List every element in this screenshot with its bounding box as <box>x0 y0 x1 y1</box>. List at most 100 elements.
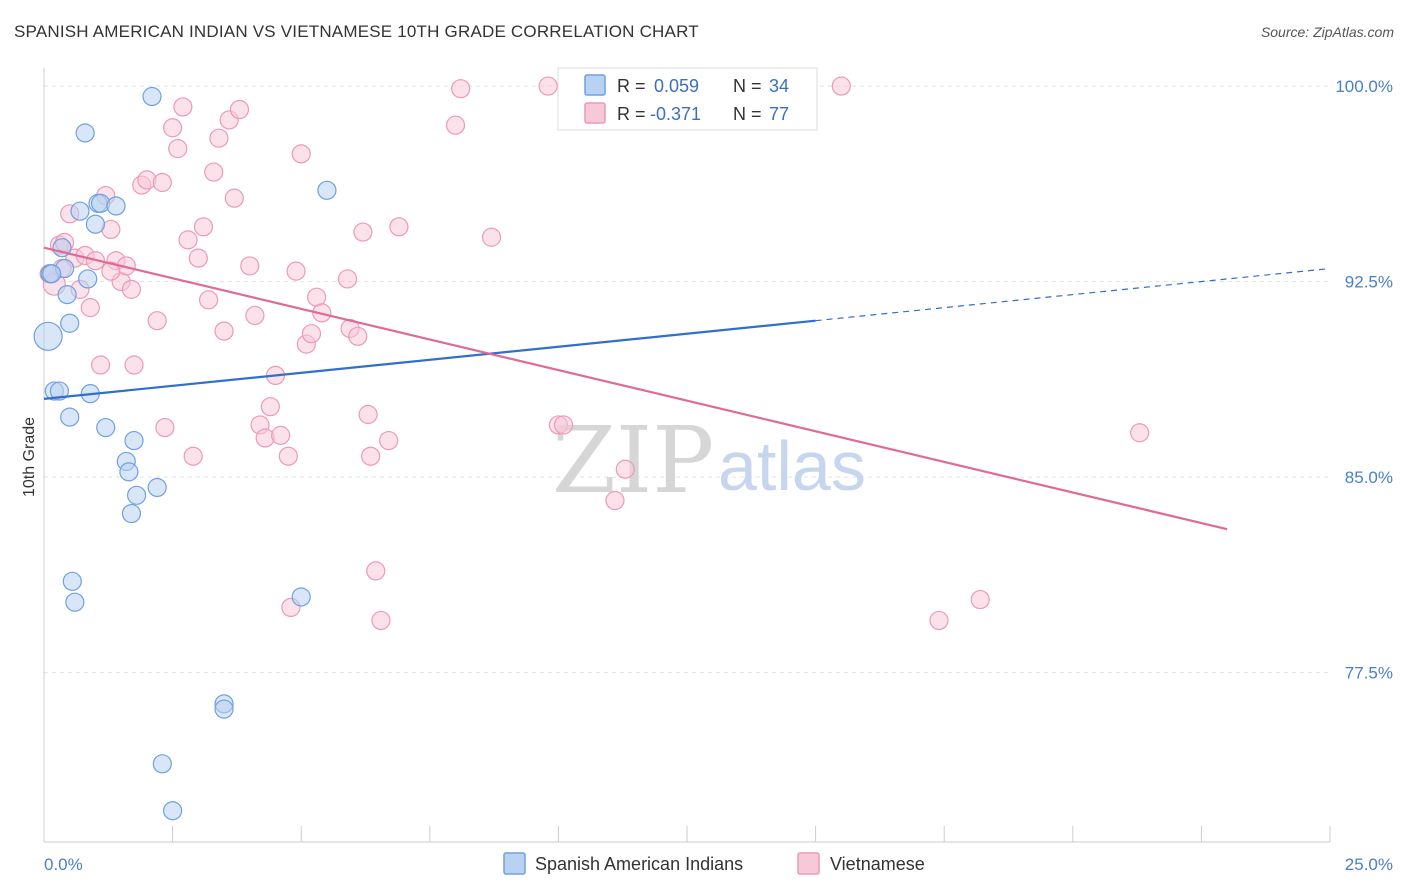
stats-r-value-pink: -0.371 <box>650 104 701 124</box>
spanish-american-indians-point <box>60 313 80 333</box>
legend-label-blue: Spanish American Indians <box>535 854 743 874</box>
vietnamese-point <box>147 311 167 331</box>
vietnamese-point <box>553 415 574 435</box>
vietnamese-point <box>204 162 224 182</box>
vietnamese-point <box>163 118 183 138</box>
watermark: ZIP atlas <box>552 407 866 514</box>
spanish-american-indians-point <box>106 196 126 216</box>
vietnamese-point <box>286 261 306 281</box>
spanish-american-indians-point <box>147 477 167 498</box>
spanish-american-indians-point <box>317 180 337 200</box>
stats-r-label-blue: R = <box>617 76 646 96</box>
stats-n-label-pink: N = <box>733 104 762 124</box>
spanish-american-indians-point <box>291 587 311 607</box>
vietnamese-point <box>240 256 260 276</box>
vietnamese-point <box>348 326 368 346</box>
stats-n-value-pink: 77 <box>769 104 789 124</box>
vietnamese-point <box>353 222 373 242</box>
spanish-american-indians-point <box>142 86 162 107</box>
legend-swatch-pink <box>797 852 820 875</box>
legend-label-pink: Vietnamese <box>830 854 925 874</box>
vietnamese-point <box>121 279 142 299</box>
spanish-american-indians-trend-extension <box>815 267 1331 322</box>
vietnamese-point <box>209 128 229 148</box>
vietnamese-point <box>1130 423 1150 443</box>
vietnamese-point <box>245 305 265 326</box>
vietnamese-point <box>193 217 214 237</box>
vietnamese-point <box>301 324 322 344</box>
y-tick-label-0: 77.5% <box>1345 664 1393 683</box>
spanish-american-indians-point <box>33 321 63 351</box>
spanish-american-indians-point <box>152 754 172 774</box>
spanish-american-indians-point <box>78 269 98 289</box>
vietnamese-point <box>271 425 291 445</box>
vietnamese-point <box>445 115 466 135</box>
vietnamese-point <box>358 404 378 425</box>
y-tick-labels: 77.5% 85.0% 92.5% 100.0% <box>1335 77 1393 683</box>
vietnamese-point <box>214 321 234 341</box>
vietnamese-point <box>361 446 381 466</box>
vietnamese-point <box>371 610 391 631</box>
stats-n-value-blue: 34 <box>769 76 789 96</box>
spanish-american-indians-point <box>96 417 116 438</box>
legend-swatch-blue <box>503 852 526 875</box>
spanish-american-indians-point <box>119 462 139 482</box>
trend-lines <box>43 246 1331 531</box>
vietnamese-point <box>379 430 399 451</box>
watermark-atlas: atlas <box>718 427 866 505</box>
vietnamese-point <box>90 355 111 375</box>
spanish-american-indians-point <box>65 592 85 612</box>
legend-item-vietnamese[interactable]: Vietnamese <box>797 852 925 875</box>
chart-title: SPANISH AMERICAN INDIAN VS VIETNAMESE 10… <box>14 22 699 41</box>
spanish-american-indians-point <box>57 285 77 305</box>
vietnamese-point <box>80 298 100 318</box>
vietnamese-point <box>188 248 208 268</box>
x-tick-labels: 0.0% 25.0% <box>44 855 1393 874</box>
spanish-american-indians-point <box>49 381 70 401</box>
stats-r-label-pink: R = <box>617 104 646 124</box>
vietnamese-point <box>260 397 280 417</box>
stats-swatch-pink <box>584 102 606 124</box>
vietnamese-point <box>183 446 203 466</box>
spanish-american-indians-point <box>121 503 142 524</box>
vietnamese-point <box>366 561 386 581</box>
vietnamese-point <box>173 97 193 117</box>
vietnamese-point <box>229 99 250 120</box>
y-axis-title: 10th Grade <box>21 417 38 497</box>
vietnamese-point <box>538 76 558 96</box>
stats-box: R = 0.059 N = 34 R = -0.371 N = 77 <box>557 67 818 131</box>
spanish-american-indians-point <box>163 801 183 821</box>
vietnamese-points <box>39 76 1150 631</box>
vietnamese-point <box>155 417 175 438</box>
vietnamese-point <box>178 230 198 250</box>
vietnamese-point <box>199 290 219 310</box>
y-tick-label-3: 100.0% <box>1335 77 1393 96</box>
vietnamese-point <box>152 172 172 193</box>
spanish-american-indians-trend-line <box>43 319 816 400</box>
axes <box>43 68 1331 843</box>
vietnamese-point <box>337 269 358 289</box>
vietnamese-point <box>831 76 851 96</box>
spanish-american-indians-point <box>42 264 62 284</box>
spanish-american-indians-point <box>60 407 80 427</box>
spanish-american-indians-point <box>214 699 234 719</box>
spanish-american-indians-point <box>124 430 144 451</box>
vietnamese-point <box>929 610 949 631</box>
stats-swatch-blue <box>584 74 606 96</box>
spanish-american-indians-point <box>62 571 82 591</box>
vietnamese-point <box>224 188 244 208</box>
x-tick-label-0: 0.0% <box>44 855 83 874</box>
vietnamese-point <box>124 355 144 375</box>
vietnamese-point <box>278 446 298 466</box>
spanish-american-indians-point <box>70 201 90 221</box>
spanish-american-indians-point <box>75 123 95 143</box>
legend-item-spanish-american-indians[interactable]: Spanish American Indians <box>503 852 743 875</box>
spanish-american-indians-point <box>126 485 147 505</box>
spanish-american-indians-point <box>85 214 106 234</box>
y-tick-label-1: 85.0% <box>1345 468 1393 487</box>
watermark-zip: ZIP <box>552 407 714 514</box>
x-tick-label-1: 25.0% <box>1345 855 1393 874</box>
source-credit: Source: ZipAtlas.com <box>1260 24 1394 40</box>
vietnamese-point <box>389 217 409 237</box>
vietnamese-point <box>970 589 990 610</box>
